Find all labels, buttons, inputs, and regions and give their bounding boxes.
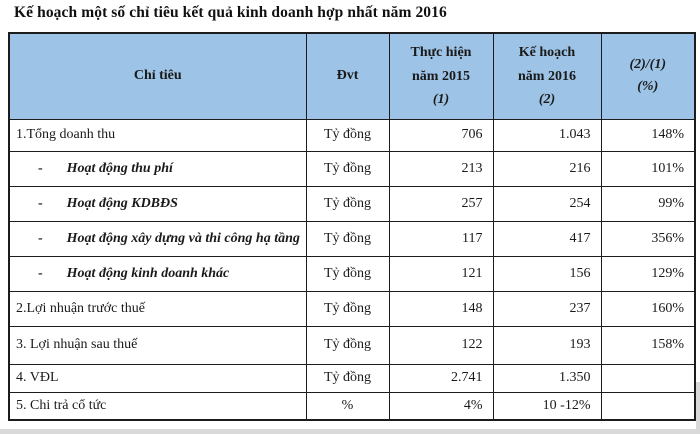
row-label: Hoạt động thu phí [66, 160, 173, 176]
row-ratio: 160% [600, 290, 696, 327]
sub-item-dash: - [38, 195, 43, 211]
header-criteria: Chỉ tiêu [8, 32, 307, 120]
header-ratio-line1: (2)/(1) [629, 57, 667, 73]
row-actual-2015: 706 [388, 118, 494, 152]
table-row: 3. Lợi nhuận sau thuế Tỷ đồng 122 193 158% [8, 325, 696, 365]
row-plan-2016: 216 [492, 150, 602, 187]
row-label: 3. Lợi nhuận sau thuế [8, 325, 307, 365]
row-unit: Tỷ đồng [305, 290, 390, 327]
row-label-cell: - Hoạt động KDBĐS [8, 185, 307, 222]
table-row: 4. VĐL Tỷ đồng 2.741 1.350 [8, 363, 696, 393]
row-label: Hoạt động xây dựng và thi công hạ tầng [66, 230, 300, 246]
row-label: 1.Tổng doanh thu [8, 118, 307, 152]
row-plan-2016: 1.043 [492, 118, 602, 152]
row-ratio: 129% [600, 255, 696, 292]
row-ratio: 101% [600, 150, 696, 187]
row-actual-2015: 4% [388, 391, 494, 421]
header-ratio-line2: (%) [637, 79, 659, 95]
table-row: - Hoạt động KDBĐS Tỷ đồng 257 254 99% [8, 185, 696, 222]
header-plan-line2: năm 2016 [518, 69, 576, 85]
row-unit: Tỷ đồng [305, 363, 390, 393]
row-unit: Tỷ đồng [305, 220, 390, 257]
row-plan-2016: 417 [492, 220, 602, 257]
row-actual-2015: 257 [388, 185, 494, 222]
table-body: 1.Tổng doanh thu Tỷ đồng 706 1.043 148% - Hoạt… [8, 118, 696, 421]
row-plan-2016: 193 [492, 325, 602, 365]
row-label: 5. Chi trả cổ tức [8, 391, 307, 421]
table-header: Chỉ tiêu Đvt Thực hiện năm 2015 (1) Kế h… [8, 32, 696, 120]
row-unit: Tỷ đồng [305, 150, 390, 187]
row-ratio: 99% [600, 185, 696, 222]
row-label: 4. VĐL [8, 363, 307, 393]
row-ratio: 148% [600, 118, 696, 152]
row-label: 2.Lợi nhuận trước thuế [8, 290, 307, 327]
row-plan-2016: 254 [492, 185, 602, 222]
header-unit: Đvt [305, 32, 390, 120]
row-ratio: 158% [600, 325, 696, 365]
header-plan-line1: Kế hoạch [518, 45, 576, 61]
sub-item-dash: - [38, 160, 43, 176]
row-unit: % [305, 391, 390, 421]
header-actual-line1: Thực hiện [410, 45, 472, 61]
row-actual-2015: 122 [388, 325, 494, 365]
page-edge-right [696, 382, 700, 434]
row-plan-2016: 1.350 [492, 363, 602, 393]
header-plan-2016: Kế hoạch năm 2016 (2) [492, 32, 602, 120]
row-label-cell: - Hoạt động kinh doanh khác [8, 255, 307, 292]
sub-item-dash: - [38, 230, 43, 246]
row-actual-2015: 148 [388, 290, 494, 327]
header-actual-2015: Thực hiện năm 2015 (1) [388, 32, 494, 120]
header-unit-label: Đvt [336, 68, 359, 84]
row-unit: Tỷ đồng [305, 255, 390, 292]
row-actual-2015: 2.741 [388, 363, 494, 393]
table-row: - Hoạt động thu phí Tỷ đồng 213 216 101% [8, 150, 696, 187]
row-unit: Tỷ đồng [305, 325, 390, 365]
table-row: - Hoạt động xây dựng và thi công hạ tầng T… [8, 220, 696, 257]
row-unit: Tỷ đồng [305, 118, 390, 152]
kpi-table: Chỉ tiêu Đvt Thực hiện năm 2015 (1) Kế h… [8, 32, 696, 421]
row-label: Hoạt động kinh doanh khác [66, 265, 230, 281]
table-row: 1.Tổng doanh thu Tỷ đồng 706 1.043 148% [8, 118, 696, 152]
page-title: Kế hoạch một số chỉ tiêu kết quả kinh do… [14, 4, 447, 21]
row-label-cell: - Hoạt động xây dựng và thi công hạ tầng [8, 220, 307, 257]
row-actual-2015: 117 [388, 220, 494, 257]
row-label-cell: - Hoạt động thu phí [8, 150, 307, 187]
row-ratio [600, 391, 696, 421]
row-plan-2016: 10 -12% [492, 391, 602, 421]
header-actual-line3: (1) [432, 92, 450, 108]
header-criteria-label: Chỉ tiêu [133, 68, 182, 84]
header-ratio: (2)/(1) (%) [600, 32, 696, 120]
sub-item-dash: - [38, 265, 43, 281]
row-label: Hoạt động KDBĐS [66, 195, 178, 211]
row-unit: Tỷ đồng [305, 185, 390, 222]
row-actual-2015: 213 [388, 150, 494, 187]
row-actual-2015: 121 [388, 255, 494, 292]
table-row: - Hoạt động kinh doanh khác Tỷ đồng 121 156 1… [8, 255, 696, 292]
header-plan-line3: (2) [538, 92, 556, 108]
row-ratio: 356% [600, 220, 696, 257]
header-actual-line2: năm 2015 [412, 69, 470, 85]
table-row: 5. Chi trả cổ tức% 4% 10 -12% [8, 391, 696, 421]
row-plan-2016: 237 [492, 290, 602, 327]
row-plan-2016: 156 [492, 255, 602, 292]
table-row: 2.Lợi nhuận trước thuế Tỷ đồng 148 237 160% [8, 290, 696, 327]
header-row: Chỉ tiêu Đvt Thực hiện năm 2015 (1) Kế h… [8, 32, 696, 120]
row-ratio [600, 363, 696, 393]
